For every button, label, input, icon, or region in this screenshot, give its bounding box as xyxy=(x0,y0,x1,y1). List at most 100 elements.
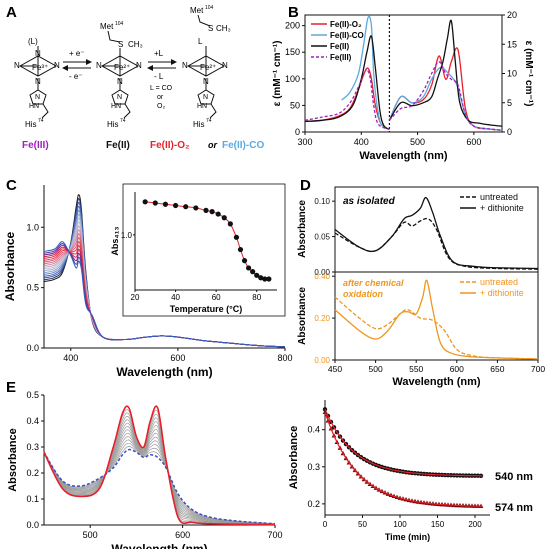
svg-text:N: N xyxy=(35,49,41,58)
svg-text:N: N xyxy=(136,61,142,70)
b-y2-label: ε (mM⁻¹ cm⁻¹) xyxy=(523,41,534,107)
c-inset-x-tick-label: 20 xyxy=(131,293,140,302)
e-right-y-tick-label: 0.4 xyxy=(307,425,320,435)
svg-text:Fe²⁺: Fe²⁺ xyxy=(200,63,216,72)
svg-text:CH₃: CH₃ xyxy=(216,24,231,33)
svg-text:HN: HN xyxy=(111,103,121,110)
c-inset-x-tick-label: 40 xyxy=(171,293,180,302)
c-inset-point xyxy=(193,205,199,211)
c-inset-point xyxy=(250,269,256,275)
panel-e-chart: E 500 600 7000.00.10.20.30.40.5Wavelength … xyxy=(6,379,533,549)
b-y2-tick-label: 10 xyxy=(507,69,517,79)
c-inset-point xyxy=(162,201,169,207)
b-y-tick-label: 0 xyxy=(295,127,300,137)
svg-text:104: 104 xyxy=(115,21,124,27)
b-series-right xyxy=(388,47,503,131)
panel-b-chart: B 300 400 500 600 0 50 100 150 200 0 5 10 15 20 Wavele… xyxy=(272,4,534,162)
state-label-co: Fe(II)-CO xyxy=(222,140,264,151)
svg-text:His: His xyxy=(193,120,205,129)
e-left-final-trace xyxy=(43,448,276,525)
e-left-y-tick-label: 0.3 xyxy=(26,442,39,452)
e-left-y-tick-label: 0.5 xyxy=(26,390,39,400)
c-inset-point xyxy=(203,207,209,213)
e-left-trace xyxy=(43,419,276,525)
svg-text:L: L xyxy=(198,37,203,46)
b-legend-label: Fe(II)-CO xyxy=(330,31,364,40)
svg-text:74: 74 xyxy=(38,118,44,124)
d-top-y-tick-label: 0.10 xyxy=(314,197,330,206)
b-series-right xyxy=(388,19,503,127)
d-bottom-annotation-1: after chemical xyxy=(343,278,404,288)
b-x-label: Wavelength (nm) xyxy=(359,150,448,162)
c-inset-x-tick-label: 80 xyxy=(252,293,261,302)
d-top-series xyxy=(334,196,539,270)
c-inset-point xyxy=(237,246,244,253)
e-left-trace xyxy=(43,442,276,525)
e-left-trace xyxy=(43,436,276,525)
e-left-y-label: Absorbance xyxy=(7,428,19,492)
c-x-tick-label: 800 xyxy=(277,353,292,363)
panel-letter-a: A xyxy=(6,4,17,21)
svg-text:CH₃: CH₃ xyxy=(128,40,143,49)
c-inset-frame xyxy=(122,183,286,317)
d-bottom-series xyxy=(334,296,539,360)
e-left-trace xyxy=(43,422,276,525)
d-bottom-y-tick-label: 0.00 xyxy=(314,356,330,365)
d-bottom-y-label: Absorbance xyxy=(297,287,308,345)
b-y2-tick-label: 15 xyxy=(507,39,517,49)
svg-text:N: N xyxy=(117,94,122,101)
panel-letter-d: D xyxy=(300,177,311,194)
c-trace xyxy=(43,241,286,348)
d-top-annotation: as isolated xyxy=(343,196,396,207)
d-bottom-annotation-2: oxidation xyxy=(343,289,384,299)
e-left-trace xyxy=(43,412,276,525)
fe3-label: Fe³⁺ xyxy=(32,63,48,72)
d-top-legend-label: + dithionite xyxy=(480,203,524,213)
e-right-y-tick-label: 0.3 xyxy=(307,462,320,472)
svg-text:N: N xyxy=(35,94,40,101)
c-inset-point xyxy=(215,211,221,217)
d-x-tick-label: 500 xyxy=(369,364,383,374)
b-y-tick-label: 150 xyxy=(285,47,300,57)
c-x-label: Wavelength (nm) xyxy=(116,365,212,379)
e-left-y-tick-label: 0.1 xyxy=(26,494,39,504)
d-x-label: Wavelength (nm) xyxy=(392,376,481,388)
svg-text:104: 104 xyxy=(205,5,214,11)
svg-text:N: N xyxy=(96,61,102,70)
c-y-tick-label: 0.5 xyxy=(26,283,39,293)
svg-text:N: N xyxy=(182,61,188,70)
c-x-tick-label: 400 xyxy=(63,353,78,363)
svg-text:HN: HN xyxy=(197,103,207,110)
svg-text:HN: HN xyxy=(29,103,39,110)
c-y-tick-label: 1.0 xyxy=(26,222,39,232)
c-inset-point xyxy=(258,275,264,281)
svg-text:N: N xyxy=(222,61,228,70)
svg-text:S: S xyxy=(118,40,123,49)
c-inset-point xyxy=(254,272,260,278)
d-bottom-legend-label: untreated xyxy=(480,277,518,287)
b-x-tick-label: 400 xyxy=(354,137,369,147)
c-inset-point xyxy=(152,200,158,206)
d-top-legend-label: untreated xyxy=(480,192,518,202)
e-right-x-tick-label: 150 xyxy=(431,520,445,529)
fe2-label-1: Fe²⁺ xyxy=(114,63,130,72)
svg-text:N: N xyxy=(54,61,60,70)
d-x-tick-label: 600 xyxy=(450,364,464,374)
heme-structure-fe3: (L) Fe³⁺ NN NN NHN His 74 xyxy=(14,37,60,129)
b-y-tick-label: 100 xyxy=(285,74,300,84)
e-right-fit xyxy=(324,409,483,477)
c-y-label: Absorbance xyxy=(3,232,17,302)
svg-text:74: 74 xyxy=(206,118,212,124)
b-y-label: ε (mM⁻¹ cm⁻¹) xyxy=(272,41,283,107)
arrow-plus-l: +L xyxy=(154,49,164,58)
e-right-x-label: Time (min) xyxy=(385,532,430,542)
b-x-tick-label: 600 xyxy=(466,137,481,147)
c-inset-point xyxy=(262,276,268,282)
d-top-y-tick-label: 0.05 xyxy=(314,233,330,242)
b-series-left xyxy=(304,35,390,130)
b-legend-label: Fe(III) xyxy=(330,53,352,62)
d-bottom-series xyxy=(334,279,539,360)
b-series-left xyxy=(341,15,390,130)
